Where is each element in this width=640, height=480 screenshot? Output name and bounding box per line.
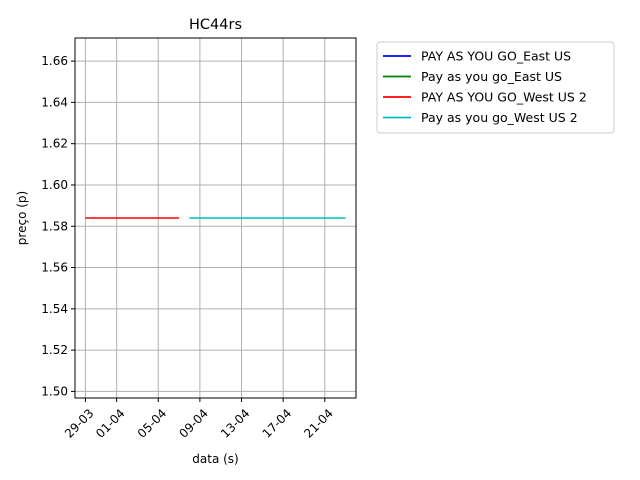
legend-box bbox=[376, 41, 615, 134]
y-tick-label: 1.62 bbox=[41, 137, 68, 151]
y-tick-label: 1.52 bbox=[41, 343, 68, 357]
x-tick-label: 09-04 bbox=[176, 406, 211, 441]
legend-entry: Pay as you go_East US bbox=[421, 69, 562, 84]
y-tick-label: 1.58 bbox=[41, 219, 68, 233]
x-axis-label: data (s) bbox=[192, 452, 238, 466]
x-tick-label: 13-04 bbox=[218, 406, 253, 441]
y-tick-label: 1.56 bbox=[41, 261, 68, 275]
legend-entry: PAY AS YOU GO_East US bbox=[421, 49, 571, 64]
y-axis-label: preço (p) bbox=[15, 191, 29, 245]
x-tick-label: 05-04 bbox=[135, 406, 170, 441]
chart-title: HC44rs bbox=[189, 17, 242, 33]
plot-frame bbox=[74, 37, 357, 399]
y-tick-label: 1.64 bbox=[41, 95, 68, 109]
y-axis-ticks: 1.50 1.52 1.54 1.56 1.58 1.60 1.62 1.64 1.66 bbox=[41, 54, 75, 398]
y-tick-label: 1.60 bbox=[41, 178, 68, 192]
x-tick-label: 17-04 bbox=[260, 406, 295, 441]
legend-entry: PAY AS YOU GO_West US 2 bbox=[421, 90, 587, 105]
x-tick-label: 21-04 bbox=[301, 406, 336, 441]
y-tick-label: 1.54 bbox=[41, 302, 68, 316]
legend: PAY AS YOU GO_East US Pay as you go_East … bbox=[376, 41, 615, 134]
legend-entry: Pay as you go_West US 2 bbox=[421, 110, 578, 125]
x-tick-label: 01-04 bbox=[93, 406, 128, 441]
y-tick-label: 1.66 bbox=[41, 54, 68, 68]
y-tick-label: 1.50 bbox=[41, 384, 68, 398]
x-tick-label: 29-03 bbox=[62, 406, 97, 441]
